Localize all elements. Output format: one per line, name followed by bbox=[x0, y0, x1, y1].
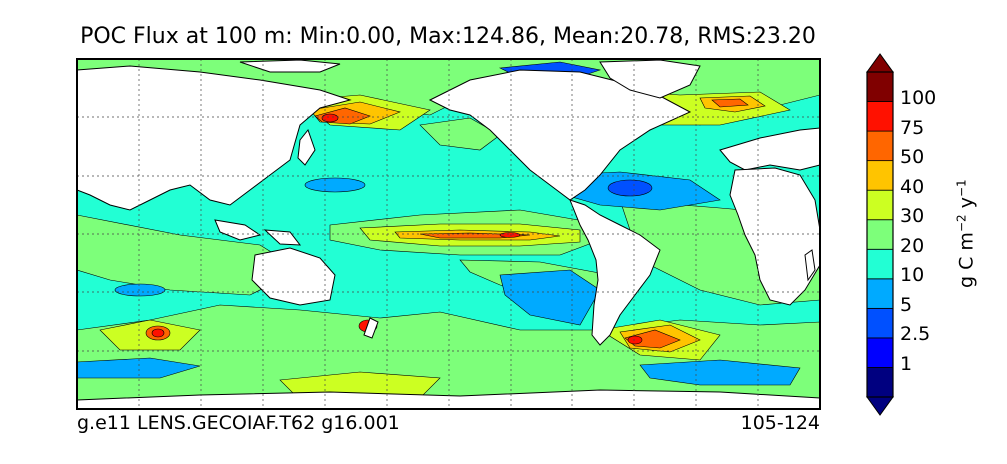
colorbar-swatch bbox=[866, 160, 894, 191]
colorbar-swatch bbox=[866, 248, 894, 280]
colorbar-label: 2.5 bbox=[900, 323, 931, 345]
case-name-label: g.e11 LENS.GECOIAF.T62 g16.001 bbox=[77, 412, 400, 434]
map-gridlines bbox=[77, 59, 820, 409]
colorbar-swatch bbox=[866, 71, 894, 102]
colorbar-swatch bbox=[866, 337, 894, 368]
colorbar-units-label: g C m−2 y−1 bbox=[954, 179, 978, 288]
colorbar-frame bbox=[866, 71, 894, 398]
colorbar-label: 75 bbox=[900, 117, 925, 139]
colorbar-swatch bbox=[866, 307, 894, 339]
map-title: POC Flux at 100 m: Min:0.00, Max:124.86,… bbox=[80, 24, 816, 49]
colorbar-swatch bbox=[866, 189, 894, 221]
colorbar bbox=[866, 53, 894, 416]
colorbar-label: 1 bbox=[900, 353, 913, 375]
colorbar-swatches bbox=[866, 71, 894, 398]
colorbar-label: 5 bbox=[900, 294, 913, 316]
colorbar-swatch bbox=[866, 130, 894, 162]
colorbar-label: 30 bbox=[900, 205, 925, 227]
colorbar-swatch bbox=[866, 219, 894, 250]
colorbar-swatch bbox=[866, 278, 894, 309]
colorbar-label: 10 bbox=[900, 264, 925, 286]
colorbar-min-arrow bbox=[866, 396, 894, 416]
year-range-label: 105-124 bbox=[740, 412, 820, 434]
colorbar-label: 20 bbox=[900, 235, 925, 257]
colorbar-label: 50 bbox=[900, 146, 925, 168]
colorbar-max-arrow bbox=[866, 53, 894, 73]
colorbar-label: 40 bbox=[900, 176, 925, 198]
colorbar-swatch bbox=[866, 101, 894, 132]
map-plot-area bbox=[77, 59, 820, 409]
contour-band-50-100 bbox=[145, 98, 749, 349]
colorbar-swatch bbox=[866, 367, 894, 398]
map-frame bbox=[76, 58, 821, 410]
colorbar-label: 100 bbox=[900, 87, 937, 109]
